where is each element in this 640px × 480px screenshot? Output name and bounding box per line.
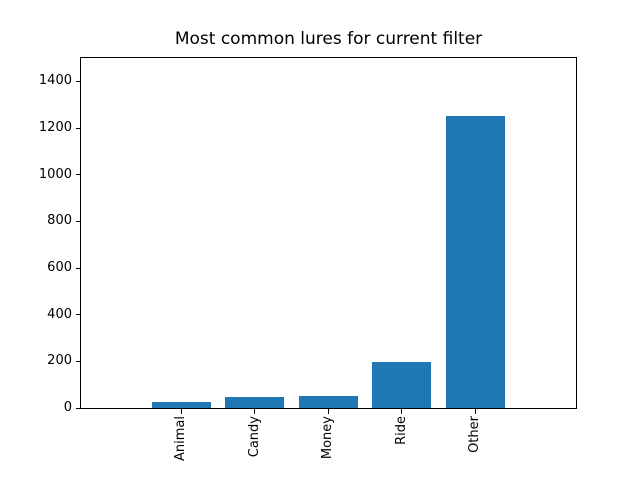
y-tick-label: 1400 — [38, 73, 72, 89]
y-tick-label: 0 — [63, 400, 72, 415]
y-tick-mark — [76, 360, 81, 362]
x-tick-label: Ride — [393, 416, 409, 445]
bar-money — [298, 396, 358, 408]
y-tick-mark — [76, 80, 81, 82]
bar-animal — [151, 402, 211, 408]
bar-ride — [372, 362, 432, 408]
y-tick-label: 800 — [47, 213, 72, 229]
x-tick-mark — [180, 409, 182, 414]
y-tick-mark — [76, 220, 81, 222]
y-tick-label: 1000 — [38, 166, 72, 182]
chart-title: Most common lures for current filter — [174, 29, 483, 49]
y-tick-mark — [76, 127, 81, 129]
x-tick-mark — [474, 409, 476, 414]
y-tick-mark — [76, 407, 81, 409]
x-tick-mark — [254, 409, 256, 414]
x-tick-label: Candy — [246, 416, 262, 458]
y-tick-label: 200 — [47, 353, 72, 369]
y-tick-label: 600 — [47, 260, 72, 275]
x-tick-label: Other — [467, 416, 483, 453]
x-tick-mark — [327, 409, 329, 414]
y-tick-mark — [76, 314, 81, 316]
x-tick-mark — [401, 409, 403, 414]
y-tick-label: 400 — [47, 306, 72, 322]
bar-other — [445, 116, 505, 408]
x-tick-label: Money — [320, 416, 336, 460]
y-tick-mark — [76, 267, 81, 269]
y-tick-label: 1200 — [38, 120, 72, 135]
x-tick-label: Animal — [173, 416, 188, 461]
y-tick-mark — [76, 174, 81, 176]
bar-candy — [225, 397, 285, 408]
